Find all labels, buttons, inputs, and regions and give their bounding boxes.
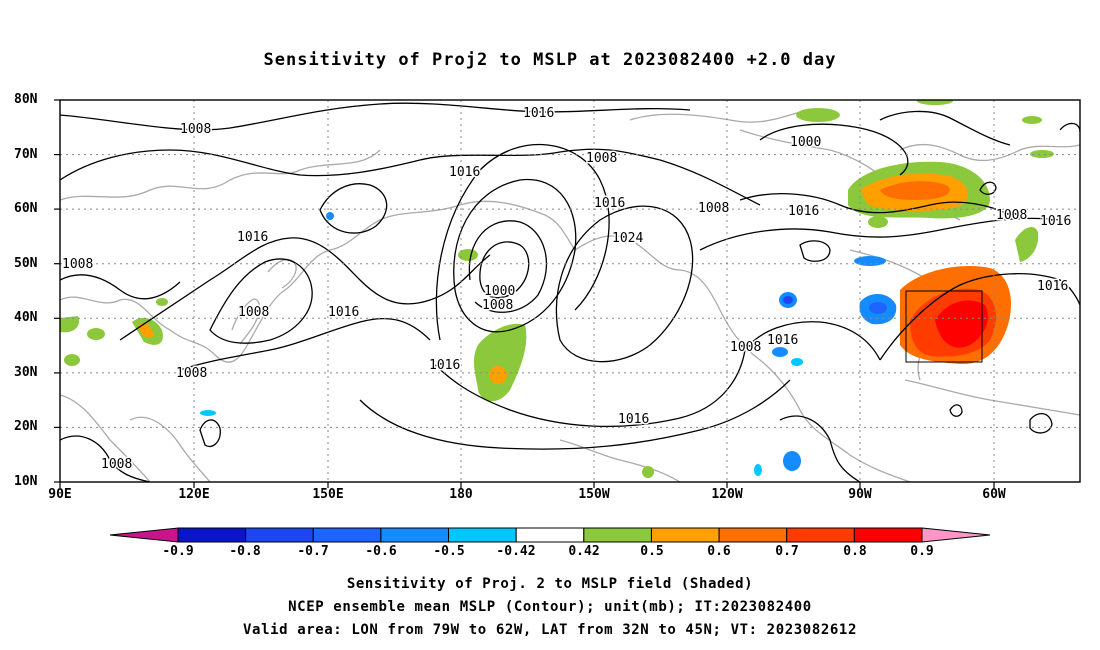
colorbar-label: 0.6: [707, 544, 731, 559]
contour-label: 1008: [698, 201, 729, 216]
colorbar-label: 0.8: [843, 544, 867, 559]
contour-label: 1016: [449, 165, 480, 180]
mslp-contours: [60, 102, 1080, 482]
contour-label: 1016: [237, 230, 268, 245]
colorbar-swatch: [380, 527, 450, 543]
contour-label: 1016: [788, 204, 819, 219]
contour-label: 1008: [180, 122, 211, 137]
lat-label: 60N: [14, 201, 38, 216]
colorbar-swatch: [177, 527, 247, 543]
colorbar-label: -0.5: [433, 544, 465, 559]
colorbar-swatch: [650, 527, 720, 543]
contour-label: 1016: [1040, 214, 1071, 229]
lon-label: 90W: [848, 487, 872, 502]
contour-label: 1008: [238, 305, 269, 320]
contour-label: 1008: [586, 151, 617, 166]
caption-line-2: NCEP ensemble mean MSLP (Contour); unit(…: [288, 599, 812, 615]
lat-label: 50N: [14, 256, 38, 271]
colorbar-label: -0.42: [496, 544, 536, 559]
colorbar-label: -0.8: [229, 544, 261, 559]
colorbar-swatch: [448, 527, 517, 543]
colorbar-swatch: [245, 527, 314, 543]
contour-label: 1008: [62, 257, 93, 272]
colorbar-label: -0.7: [297, 544, 329, 559]
contour-label: 1008: [482, 298, 513, 313]
contour-label: 1016: [767, 333, 798, 348]
contour-label: 1016: [429, 358, 460, 373]
contour-label: 1008: [176, 366, 207, 381]
chart-title: Sensitivity of Proj2 to MSLP at 20230824…: [263, 50, 837, 70]
lat-label: 80N: [14, 92, 38, 107]
lat-label: 40N: [14, 310, 38, 325]
lon-label: 120W: [711, 487, 743, 502]
colorbar-arrow-high: [921, 527, 991, 543]
contour-label: 1016: [328, 305, 359, 320]
colorbar-label: -0.9: [162, 544, 194, 559]
contour-label: 1008: [996, 208, 1027, 223]
colorbar-swatch: [515, 527, 585, 543]
lat-label: 70N: [14, 147, 38, 162]
colorbar-arrow-low: [109, 527, 179, 543]
colorbar-swatch: [786, 527, 855, 543]
contour-label: 1024: [612, 231, 643, 246]
colorbar-label: 0.9: [910, 544, 934, 559]
colorbar-label: 0.42: [568, 544, 600, 559]
colorbar-label: 0.7: [775, 544, 799, 559]
lon-label: 120E: [178, 487, 210, 502]
lon-label: 90E: [48, 487, 72, 502]
axis-ticks: [54, 99, 995, 488]
contour-label: 1008: [101, 457, 132, 472]
contour-label: 1016: [1037, 279, 1068, 294]
colorbar-swatch: [718, 527, 788, 543]
colorbar: [109, 527, 991, 543]
colorbar-swatch: [312, 527, 382, 543]
graticule: [60, 100, 1080, 482]
colorbar-label: -0.6: [365, 544, 397, 559]
colorbar-swatch: [853, 527, 923, 543]
lon-label: 180: [449, 487, 473, 502]
lat-label: 10N: [14, 474, 38, 489]
contour-label: 1016: [618, 412, 649, 427]
contour-label: 1008: [730, 340, 761, 355]
contour-label: 1000: [484, 284, 515, 299]
caption-line-1: Sensitivity of Proj. 2 to MSLP field (Sh…: [346, 576, 754, 592]
contour-label: 1000: [790, 135, 821, 150]
lon-label: 150W: [578, 487, 610, 502]
caption-line-3: Valid area: LON from 79W to 62W, LAT fro…: [243, 622, 857, 638]
contour-label: 1016: [523, 106, 554, 121]
lon-label: 60W: [982, 487, 1006, 502]
lon-label: 150E: [312, 487, 344, 502]
map-frame: [59, 99, 1081, 483]
colorbar-swatch: [583, 527, 652, 543]
lat-label: 20N: [14, 419, 38, 434]
valid-area-box: [905, 290, 983, 363]
lat-label: 30N: [14, 365, 38, 380]
colorbar-label: 0.5: [640, 544, 664, 559]
contour-label: 1016: [594, 196, 625, 211]
